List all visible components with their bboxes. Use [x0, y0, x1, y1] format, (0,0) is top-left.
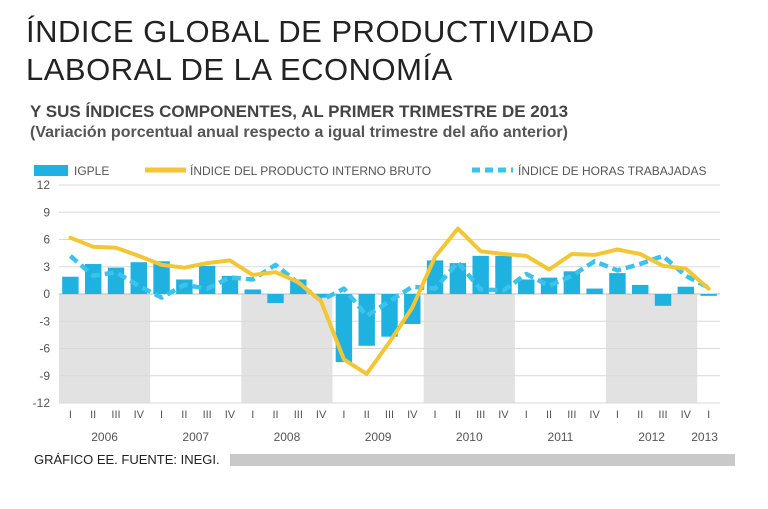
igple-bar: [632, 284, 649, 294]
x-quarter-label: II: [546, 409, 552, 421]
igple-bar: [540, 277, 558, 294]
x-quarter-label: II: [272, 409, 278, 421]
igple-bar: [130, 262, 147, 294]
x-quarter-label: I: [434, 409, 437, 421]
legend-label-horas: ÍNDICE DE HORAS TRABAJADAS: [518, 163, 706, 178]
x-quarter-label: IV: [681, 409, 692, 421]
x-quarter-label: II: [181, 409, 187, 421]
igple-bar: [654, 294, 672, 306]
x-quarter-label: III: [476, 409, 485, 421]
pib-line: [68, 226, 711, 376]
y-tick-label: -6: [39, 342, 50, 356]
x-quarter-label: I: [251, 409, 254, 421]
igple-bar: [609, 273, 626, 294]
x-year-label: 2007: [182, 430, 209, 444]
x-quarter-label: IV: [316, 409, 327, 421]
x-quarter-label: IV: [134, 409, 145, 421]
igple-bar: [153, 261, 170, 294]
y-tick-label: -12: [33, 396, 51, 410]
igple-bar: [700, 294, 717, 296]
igple-bar: [472, 255, 489, 294]
x-quarter-label: I: [707, 409, 710, 421]
x-quarter-label: I: [69, 409, 72, 421]
x-year-label: 2010: [456, 430, 483, 444]
x-year-label: 2009: [365, 430, 392, 444]
chart-subtitle-note: (Variación porcentual anual respecto a i…: [30, 124, 568, 141]
x-quarter-label: III: [658, 409, 667, 421]
x-year-label: 2006: [91, 430, 118, 444]
x-quarter-label: II: [90, 409, 96, 421]
x-quarter-label: I: [342, 409, 345, 421]
x-quarter-label: III: [203, 409, 212, 421]
x-quarter-label: III: [294, 409, 303, 421]
y-tick-label: 9: [43, 205, 50, 219]
igple-bar: [518, 279, 535, 294]
x-quarter-label: I: [616, 409, 619, 421]
y-tick-label: 3: [43, 260, 50, 274]
igple-bar: [358, 294, 375, 346]
igple-bar: [84, 264, 102, 294]
igple-bar: [312, 294, 330, 298]
y-tick-label: 6: [43, 233, 50, 247]
igple-bar: [677, 286, 695, 294]
x-year-label: 2008: [274, 430, 301, 444]
horas-line: [68, 253, 710, 319]
igple-bar: [335, 294, 353, 363]
x-quarter-label: III: [111, 409, 120, 421]
x-quarter-label: II: [637, 409, 643, 421]
x-quarter-label: IV: [589, 409, 600, 421]
chart-subtitle: Y SUS ÍNDICES COMPONENTES, AL PRIMER TRI…: [30, 102, 569, 121]
y-tick-label: 12: [37, 178, 51, 192]
legend: IGPLE ÍNDICE DEL PRODUCTO INTERNO BRUTO …: [34, 163, 706, 178]
x-year-label: 2012: [638, 430, 665, 444]
x-quarter-label: IV: [498, 409, 509, 421]
chart-title-line-2: LABORAL DE LA ECONOMÍA: [26, 52, 453, 87]
x-quarter-label: IV: [407, 409, 418, 421]
x-quarter-label: I: [525, 409, 528, 421]
chart-title-line-1: ÍNDICE GLOBAL DE PRODUCTIVIDAD: [26, 14, 595, 49]
footer-bar: [230, 454, 735, 466]
igple-bar: [449, 263, 467, 294]
source-note: GRÁFICO EE. FUENTE: INEGI.: [34, 452, 220, 467]
legend-label-pib: ÍNDICE DEL PRODUCTO INTERNO BRUTO: [190, 163, 431, 178]
x-quarter-label: I: [160, 409, 163, 421]
x-quarter-label: III: [385, 409, 394, 421]
x-year-label: 2013: [691, 430, 718, 444]
y-tick-label: -9: [39, 369, 50, 383]
igple-bar: [495, 255, 512, 294]
igple-bar: [62, 276, 79, 294]
legend-label-igple: IGPLE: [74, 164, 109, 178]
x-quarter-label: III: [567, 409, 576, 421]
x-quarter-label: IV: [225, 409, 236, 421]
y-tick-label: 0: [43, 287, 50, 301]
x-quarter-label: II: [455, 409, 461, 421]
igple-bar: [586, 288, 603, 294]
x-quarter-label: II: [364, 409, 370, 421]
x-year-label: 2011: [548, 430, 574, 444]
igple-bar: [267, 294, 284, 304]
legend-swatch-igple: [34, 165, 68, 176]
y-tick-label: -3: [39, 314, 50, 328]
igple-bar: [244, 289, 261, 294]
